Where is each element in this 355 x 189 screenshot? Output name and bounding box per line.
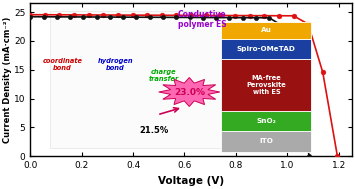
Bar xyxy=(222,59,311,111)
Text: coordinate
bond: coordinate bond xyxy=(42,58,82,71)
Bar xyxy=(222,131,311,152)
Y-axis label: Current Density (mA·cm⁻²): Current Density (mA·cm⁻²) xyxy=(4,17,12,143)
Bar xyxy=(222,111,311,131)
Text: ITO: ITO xyxy=(260,138,273,144)
X-axis label: Voltage (V): Voltage (V) xyxy=(158,176,224,186)
Text: Spiro-OMeTAD: Spiro-OMeTAD xyxy=(237,46,296,52)
Text: hydrogen
bond: hydrogen bond xyxy=(98,58,133,71)
Text: 21.5%: 21.5% xyxy=(139,126,169,135)
FancyBboxPatch shape xyxy=(49,11,223,149)
Text: 23.0%: 23.0% xyxy=(174,88,205,97)
Text: Conductive
polymer ES: Conductive polymer ES xyxy=(178,10,226,29)
Text: SnO₂: SnO₂ xyxy=(257,118,276,124)
Text: charge
transfer: charge transfer xyxy=(148,69,179,82)
Bar xyxy=(222,22,311,39)
Polygon shape xyxy=(159,77,220,107)
Bar xyxy=(222,39,311,59)
Text: Au: Au xyxy=(261,27,272,33)
Text: MA-free
Perovskite
with ES: MA-free Perovskite with ES xyxy=(246,75,286,95)
